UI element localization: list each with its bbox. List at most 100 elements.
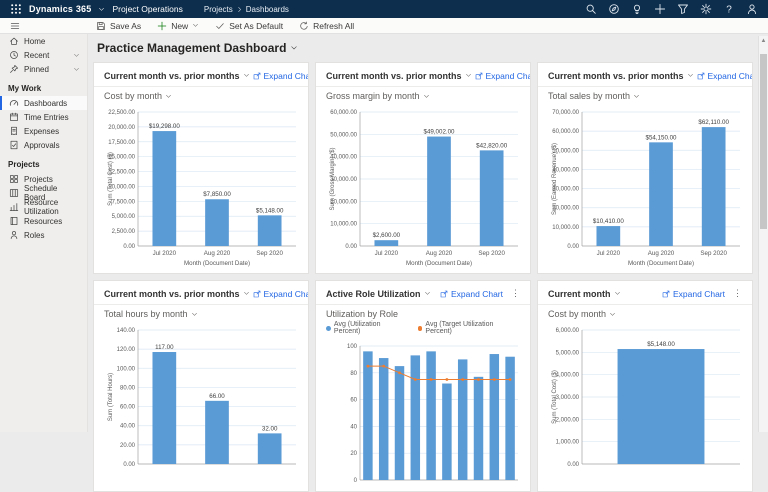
chart-panel-title[interactable]: Current month vs. prior months bbox=[548, 71, 684, 81]
sidebar-item-expenses[interactable]: Expenses bbox=[0, 124, 87, 138]
sidebar-item-pinned[interactable]: Pinned bbox=[0, 62, 87, 76]
board-icon bbox=[9, 188, 19, 198]
svg-text:Month (Document Date): Month (Document Date) bbox=[406, 260, 472, 267]
home-icon bbox=[9, 36, 19, 46]
svg-text:0.00: 0.00 bbox=[123, 244, 135, 250]
help-icon[interactable]: ? bbox=[723, 3, 735, 15]
sidebar-item-roles[interactable]: Roles bbox=[0, 228, 87, 242]
filter-icon[interactable] bbox=[677, 3, 689, 15]
svg-text:Aug 2020: Aug 2020 bbox=[648, 250, 675, 257]
chart-view-selector[interactable]: Cost by month bbox=[548, 309, 742, 319]
sidebar-item-time-entries[interactable]: Time Entries bbox=[0, 110, 87, 124]
chart-panel-title[interactable]: Current month vs. prior months bbox=[326, 71, 462, 81]
chevron-down-icon[interactable] bbox=[614, 290, 621, 297]
svg-text:10,000.00: 10,000.00 bbox=[552, 225, 579, 231]
expand-chart-button[interactable]: Expand Chart bbox=[662, 289, 725, 299]
scrollbar-thumb[interactable] bbox=[760, 54, 767, 229]
chart-panel-title[interactable]: Current month vs. prior months bbox=[104, 289, 240, 299]
svg-text:$5,148.00: $5,148.00 bbox=[256, 207, 284, 214]
vertical-scrollbar[interactable]: ▲ bbox=[758, 36, 768, 432]
svg-text:Sep 2020: Sep 2020 bbox=[700, 250, 727, 257]
svg-text:Aug 2020: Aug 2020 bbox=[204, 250, 231, 257]
gear-icon[interactable] bbox=[700, 3, 712, 15]
svg-text:3,000.00: 3,000.00 bbox=[556, 395, 580, 401]
chart-card-gross-margin: Current month vs. prior months Expand Ch… bbox=[315, 62, 531, 274]
check-icon bbox=[215, 21, 225, 31]
search-icon[interactable] bbox=[585, 3, 597, 15]
save-as-button[interactable]: Save As bbox=[88, 18, 149, 33]
page-title[interactable]: Practice Management Dashboard bbox=[93, 36, 753, 62]
set-as-default-button[interactable]: Set As Default bbox=[207, 18, 291, 33]
expand-chart-button[interactable]: Expand Chart bbox=[697, 71, 753, 81]
chevron-down-icon bbox=[290, 44, 298, 52]
app-title[interactable]: Dynamics 365 bbox=[29, 4, 91, 14]
sidebar-section-projects: Projects bbox=[0, 152, 87, 172]
sidebar-item-resources[interactable]: Resources bbox=[0, 214, 87, 228]
scroll-up-arrow[interactable]: ▲ bbox=[759, 38, 768, 44]
svg-text:Sum (Total Cost) ($): Sum (Total Cost) ($) bbox=[552, 370, 558, 424]
chevron-down-icon[interactable] bbox=[424, 290, 431, 297]
document-check-icon bbox=[9, 140, 19, 150]
chart-view-selector[interactable]: Gross margin by month bbox=[326, 91, 520, 101]
chevron-down-icon[interactable] bbox=[243, 72, 250, 79]
svg-text:2,000.00: 2,000.00 bbox=[556, 417, 580, 423]
sidebar-item-recent[interactable]: Recent bbox=[0, 48, 87, 62]
person-icon bbox=[9, 230, 19, 240]
new-button[interactable]: New bbox=[149, 18, 207, 33]
chart-card-cost-by-month: Current month vs. prior months Expand Ch… bbox=[93, 62, 309, 274]
chart-panel-title[interactable]: Current month bbox=[548, 289, 611, 299]
command-bar: Save As New Set As Default Refresh All bbox=[0, 18, 768, 34]
sidebar-item-approvals[interactable]: Approvals bbox=[0, 138, 87, 152]
expand-chart-button[interactable]: Expand Chart bbox=[475, 71, 531, 81]
chart-panel-title[interactable]: Current month vs. prior months bbox=[104, 71, 240, 81]
book-icon bbox=[9, 216, 19, 226]
svg-text:32.00: 32.00 bbox=[262, 425, 278, 432]
chevron-down-icon[interactable] bbox=[465, 72, 472, 79]
sidebar-item-home[interactable]: Home bbox=[0, 34, 87, 48]
main-content: Practice Management Dashboard Current mo… bbox=[88, 34, 758, 432]
svg-text:40: 40 bbox=[350, 424, 357, 430]
expand-chart-button[interactable]: Expand Chart bbox=[253, 71, 309, 81]
compass-icon[interactable] bbox=[608, 3, 620, 15]
chart-panel-title[interactable]: Active Role Utilization bbox=[326, 289, 421, 299]
chevron-down-icon[interactable] bbox=[98, 6, 105, 13]
refresh-all-button[interactable]: Refresh All bbox=[291, 18, 362, 33]
chart-card-total-sales: Current month vs. prior months Expand Ch… bbox=[537, 62, 753, 274]
svg-text:66.00: 66.00 bbox=[209, 393, 225, 400]
legend-dot-target bbox=[418, 326, 423, 331]
chart-view-selector[interactable]: Total hours by month bbox=[104, 309, 298, 319]
svg-text:60: 60 bbox=[350, 398, 357, 404]
chart-view-selector[interactable]: Cost by month bbox=[104, 91, 298, 101]
chart-view-label: Utilization by Role bbox=[326, 309, 520, 319]
user-icon[interactable] bbox=[746, 3, 758, 15]
more-options-button[interactable]: ⋮ bbox=[733, 288, 742, 299]
chevron-down-icon bbox=[609, 311, 616, 318]
waffle-icon[interactable] bbox=[10, 3, 22, 15]
breadcrumb-dashboards[interactable]: Dashboards bbox=[246, 5, 289, 14]
expand-chart-button[interactable]: Expand Chart bbox=[440, 289, 503, 299]
chevron-down-icon bbox=[192, 22, 199, 29]
pin-icon bbox=[9, 64, 19, 74]
lightbulb-icon[interactable] bbox=[631, 3, 643, 15]
expand-chart-button[interactable]: Expand Chart bbox=[253, 289, 309, 299]
chevron-down-icon[interactable] bbox=[687, 72, 694, 79]
chevron-down-icon[interactable] bbox=[243, 290, 250, 297]
environment-name[interactable]: Project Operations bbox=[112, 4, 182, 14]
grid-icon bbox=[9, 174, 19, 184]
chevron-down-icon bbox=[633, 93, 640, 100]
sidebar-item-dashboards[interactable]: Dashboards bbox=[0, 96, 87, 110]
sidebar-item-resource-utilization[interactable]: Resource Utilization bbox=[0, 200, 87, 214]
breadcrumb-projects[interactable]: Projects bbox=[204, 5, 233, 14]
chart-legend: Avg (Utilization Percent) Avg (Target Ut… bbox=[326, 321, 520, 335]
hamburger-icon[interactable] bbox=[10, 21, 20, 31]
svg-text:2,500.00: 2,500.00 bbox=[112, 229, 136, 235]
plus-icon[interactable] bbox=[654, 3, 666, 15]
chart-view-selector[interactable]: Total sales by month bbox=[548, 91, 742, 101]
svg-text:Aug 2020: Aug 2020 bbox=[426, 250, 453, 257]
more-options-button[interactable]: ⋮ bbox=[511, 288, 520, 299]
top-navigation-bar: Dynamics 365 Project Operations Projects… bbox=[0, 0, 768, 18]
expand-icon bbox=[253, 72, 261, 80]
